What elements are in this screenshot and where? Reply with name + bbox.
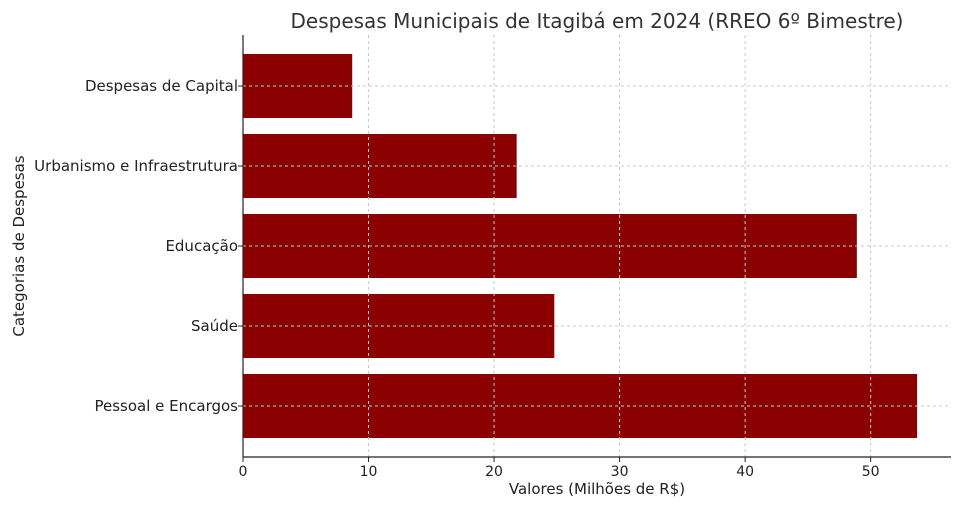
y-tick-label: Urbanismo e Infraestrutura xyxy=(34,157,238,175)
x-tick-label: 10 xyxy=(360,464,378,480)
grid-lines xyxy=(242,35,951,457)
tick-labels: 0 10 20 30 40 50 Pessoal e Encargos Saúde Educaç… xyxy=(34,77,879,480)
x-tick-label: 50 xyxy=(862,464,880,480)
axes xyxy=(238,35,951,462)
y-tick-label: Educação xyxy=(165,237,238,255)
x-tick-label: 30 xyxy=(611,464,629,480)
y-tick-label: Despesas de Capital xyxy=(85,77,238,95)
chart-title: Despesas Municipais de Itagibá em 2024 (… xyxy=(291,9,904,33)
y-tick-label: Pessoal e Encargos xyxy=(94,397,238,415)
x-tick-label: 0 xyxy=(239,464,248,480)
x-tick-label: 40 xyxy=(736,464,754,480)
bar-3 xyxy=(243,134,517,198)
x-axis-label: Valores (Milhões de R$) xyxy=(509,480,685,498)
y-tick-label: Saúde xyxy=(191,317,238,335)
x-tick-label: 20 xyxy=(485,464,503,480)
y-axis-label: Categorias de Despesas xyxy=(10,155,28,336)
